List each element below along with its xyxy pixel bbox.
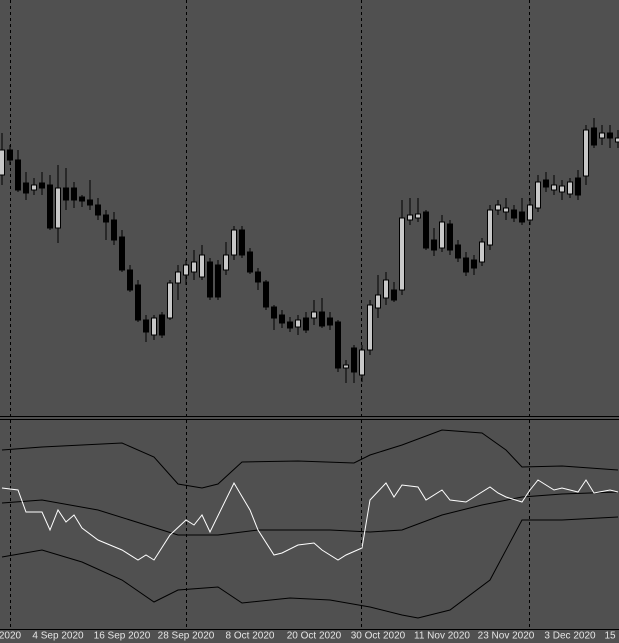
candle-body [167, 282, 173, 319]
candle-body [551, 184, 557, 191]
candle-body [543, 179, 549, 188]
candle-body [279, 314, 285, 324]
candle-body [287, 321, 293, 329]
candle-body [295, 319, 301, 328]
candle-body [151, 317, 157, 336]
candle-body [463, 257, 469, 273]
candle-body [391, 289, 397, 301]
candle-body [351, 347, 357, 373]
candle-body [559, 185, 565, 193]
candle-body [263, 281, 269, 308]
candle-body [103, 214, 109, 223]
candle-body [191, 261, 197, 273]
candle-body [599, 132, 605, 139]
x-tick-label: 3 Dec 2020 [544, 631, 596, 642]
candle-body [487, 209, 493, 246]
candle-body [471, 259, 477, 269]
candle-body [0, 149, 5, 176]
candle-body [399, 217, 405, 291]
candle-body [247, 251, 253, 273]
x-tick-label: 16 Sep 2020 [94, 631, 151, 642]
candle-body [583, 129, 589, 177]
candle-body [447, 223, 453, 251]
candle-body [119, 236, 125, 271]
candle-body [47, 184, 53, 229]
x-tick-label: 30 Oct 2020 [351, 631, 406, 642]
candle-body [511, 209, 517, 219]
candle-body [7, 149, 13, 161]
candle-body [423, 211, 429, 249]
x-tick-label: 23 Nov 2020 [478, 631, 535, 642]
x-tick-label: 2020 [0, 631, 22, 642]
indicator-line [1, 516, 619, 619]
candle-body [367, 304, 373, 351]
candle-body [15, 159, 21, 191]
candle-body [303, 317, 309, 331]
indicator-line [1, 491, 619, 536]
candle-body [615, 137, 619, 143]
candle-body [255, 271, 261, 283]
candle-body [175, 271, 181, 284]
candle-body [567, 181, 573, 195]
candle-body [223, 254, 229, 271]
indicator-line [1, 479, 619, 561]
candle-body [591, 127, 597, 146]
candle-body [215, 264, 221, 298]
candle-body [79, 196, 85, 202]
candle-body [159, 314, 165, 336]
x-tick-label: 11 Nov 2020 [414, 631, 470, 642]
indicator-line [1, 429, 619, 489]
candle-body [431, 239, 437, 251]
candle-body [23, 182, 29, 194]
candle-body [503, 207, 509, 213]
candle-body [39, 182, 45, 189]
candle-body [495, 204, 501, 211]
x-tick-label: 8 Oct 2020 [226, 631, 275, 642]
candle-body [327, 317, 333, 326]
candle-body [407, 214, 413, 221]
x-tick-label: 15 [604, 631, 616, 642]
candle-body [143, 319, 149, 333]
candle-body [111, 219, 117, 241]
candle-body [95, 204, 101, 216]
candle-body [415, 213, 421, 219]
candle-body [87, 199, 93, 206]
candle-body [455, 244, 461, 259]
candle-body [55, 187, 61, 229]
candle-body [479, 241, 485, 263]
candle-body [439, 221, 445, 249]
candle-body [271, 306, 277, 319]
candle-body [335, 321, 341, 369]
candle-body [31, 184, 37, 191]
candle-body [239, 229, 245, 256]
candle-body [135, 284, 141, 321]
candle-body [519, 211, 525, 223]
candle-body [527, 204, 533, 221]
candle-body [183, 264, 189, 276]
candle-body [71, 187, 77, 201]
x-tick-label: 20 Oct 2020 [287, 631, 342, 642]
candle-body [359, 349, 365, 376]
candle-body [383, 279, 389, 299]
x-tick-label: 28 Sep 2020 [158, 631, 215, 642]
candle-body [63, 187, 69, 201]
candle-body [311, 311, 317, 319]
candle-body [231, 229, 237, 256]
candle-body [343, 364, 349, 369]
candle-body [535, 181, 541, 209]
candle-body [319, 311, 325, 327]
candle-body [127, 269, 133, 291]
candle-body [199, 254, 205, 278]
candle-body [607, 132, 613, 139]
candle-body [207, 261, 213, 298]
x-tick-label: 4 Sep 2020 [32, 631, 84, 642]
candle-body [575, 177, 581, 196]
candle-body [375, 294, 381, 309]
